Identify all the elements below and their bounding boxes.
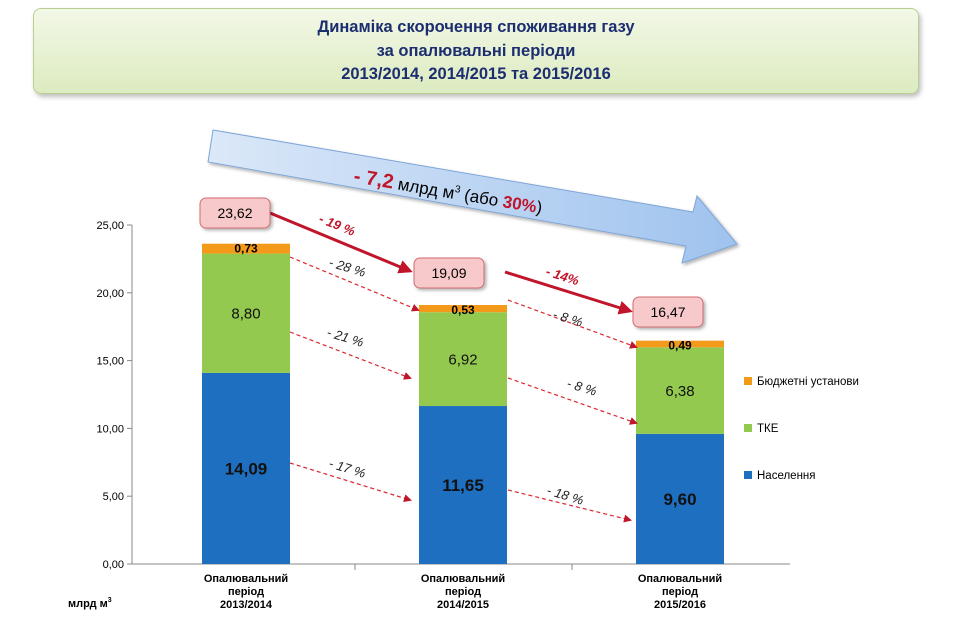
title-line-1: Динаміка скорочення споживання газу bbox=[317, 18, 635, 36]
data-label: 0,73 bbox=[234, 242, 258, 256]
bar-segment-naselennya bbox=[636, 433, 724, 564]
x-category-label: Опалювальний bbox=[204, 573, 288, 585]
y-tick-label: 10,00 bbox=[96, 423, 124, 435]
series-change-label: - 28 % bbox=[327, 255, 367, 280]
series-change-label: - 21 % bbox=[325, 325, 365, 350]
bar-segment-budget bbox=[419, 305, 507, 313]
data-label: 6,92 bbox=[448, 351, 477, 368]
y-tick-label: 20,00 bbox=[96, 288, 124, 300]
title-panel: Динаміка скорочення споживання газу за о… bbox=[33, 8, 919, 94]
bar-segment-budget bbox=[202, 243, 290, 254]
x-category-label: період bbox=[662, 586, 698, 598]
bars-layer bbox=[202, 243, 724, 564]
data-label: 0,49 bbox=[668, 339, 692, 353]
x-category-label: період bbox=[445, 586, 481, 598]
data-label: 8,80 bbox=[231, 306, 260, 323]
x-category-label: 2015/2016 bbox=[654, 599, 706, 611]
total-label: 16,47 bbox=[650, 304, 685, 320]
bar-segment-tke bbox=[202, 253, 290, 373]
series-change-arrow bbox=[507, 377, 638, 425]
total-box bbox=[199, 197, 271, 229]
y-tick-label: 15,00 bbox=[96, 356, 124, 368]
data-label: 14,09 bbox=[225, 459, 268, 478]
legend-label: ТКЕ bbox=[757, 423, 779, 435]
x-category-label: Опалювальний bbox=[421, 573, 505, 585]
legend-swatch bbox=[744, 377, 752, 385]
data-label: 6,38 bbox=[665, 383, 694, 400]
labels-layer: 14,09 8,80 0,73 11,65 6,92 0,53 9,60 6,38 0,49 23… bbox=[199, 197, 704, 509]
total-box bbox=[632, 296, 704, 328]
total-label: 19,09 bbox=[431, 265, 466, 281]
unit-label-superscript: 3 bbox=[108, 597, 112, 604]
banner-suffix: ) bbox=[535, 198, 544, 218]
axis-layer: 0,00 5,00 10,00 15,00 20,00 25,00 Опалювальний… bbox=[96, 220, 790, 611]
x-category-label: Опалювальний bbox=[638, 573, 722, 585]
arrows-layer: - 19 %- 14%- 28 %- 21 %- 17 %- 8 %- 8 %-… bbox=[269, 211, 638, 523]
series-change-arrow bbox=[289, 256, 420, 312]
total-box bbox=[413, 257, 485, 289]
legend-swatch bbox=[744, 424, 752, 432]
legend-label: Бюджетні установи bbox=[757, 376, 859, 388]
bar-segment-tke bbox=[419, 312, 507, 407]
unit-label-text: млрд м bbox=[68, 598, 108, 610]
series-change-label: - 8 % bbox=[565, 376, 598, 399]
total-label: 23,62 bbox=[217, 205, 252, 221]
legend-label: Населення bbox=[757, 470, 816, 482]
unit-label: млрд м3 bbox=[68, 597, 112, 610]
y-tick-label: 0,00 bbox=[103, 559, 124, 571]
series-change-label: - 17 % bbox=[327, 456, 367, 481]
bar-segment-budget bbox=[636, 340, 724, 348]
series-change-arrow bbox=[289, 331, 412, 380]
legend-swatch bbox=[744, 471, 752, 479]
banner-superscript: 3 bbox=[454, 184, 462, 196]
x-category-label: 2013/2014 bbox=[220, 599, 273, 611]
bar-segment-tke bbox=[636, 347, 724, 434]
legend: Бюджетні установи ТКЕ Населення bbox=[744, 376, 859, 482]
title-line-3: 2013/2014, 2014/2015 та 2015/2016 bbox=[341, 65, 611, 83]
y-tick-label: 5,00 bbox=[103, 491, 124, 503]
x-category-label: період bbox=[228, 586, 264, 598]
bar-segment-naselennya bbox=[202, 372, 290, 564]
total-change-arrow bbox=[504, 270, 633, 315]
total-change-arrow bbox=[269, 211, 413, 274]
data-label: 0,53 bbox=[451, 303, 475, 317]
series-change-arrow bbox=[507, 299, 638, 349]
y-tick-label: 25,00 bbox=[96, 220, 124, 232]
x-category-label: 2014/2015 bbox=[437, 599, 489, 611]
title-line-2: за опалювальні періоди bbox=[376, 42, 576, 60]
banner-arrow-shape bbox=[207, 129, 738, 264]
series-change-label: - 8 % bbox=[551, 307, 584, 330]
bar-segment-naselennya bbox=[419, 406, 507, 564]
data-label: 9,60 bbox=[663, 490, 696, 509]
reduction-banner: - 7,2 млрд м3 (або 30%) bbox=[207, 129, 738, 264]
data-label: 11,65 bbox=[442, 476, 484, 495]
